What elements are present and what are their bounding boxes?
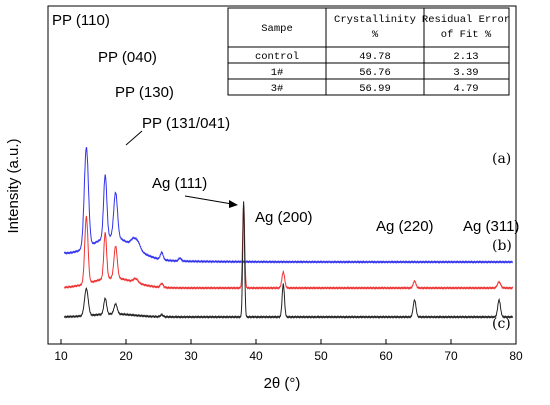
x-tick-label: 30	[184, 349, 198, 363]
table-cell: 49.78	[359, 51, 391, 63]
table-cell: 3#	[271, 83, 284, 95]
annotation-pp-131-041: PP (131/041)	[142, 115, 230, 132]
series-label-a: (a)	[492, 151, 511, 167]
annotation-ag-111: Ag (111)	[152, 175, 207, 192]
table-header-residual: Residual Error of Fit %	[422, 14, 510, 41]
table-cell: 56.99	[359, 83, 391, 95]
series-label-c: (c)	[492, 316, 511, 332]
annotation-ag-220: Ag (220)	[376, 218, 434, 235]
x-axis-ticks: 10 20 30 40 50 60 70 80	[54, 339, 523, 363]
table-border	[227, 7, 510, 96]
annotation-ag-200: Ag (200)	[255, 209, 313, 226]
x-tick-label: 70	[444, 349, 458, 363]
table-cell: 1#	[271, 67, 284, 79]
annotation-ag-111-arrow	[184, 195, 233, 205]
x-tick-label: 50	[314, 349, 328, 363]
x-tick-label: 80	[509, 349, 523, 363]
annotation-ag-111-arrowhead	[229, 200, 238, 208]
x-tick-label: 40	[249, 349, 263, 363]
x-tick-label: 10	[54, 349, 68, 363]
table-cell: 56.76	[359, 67, 391, 79]
series-layer	[63, 147, 514, 320]
x-tick-label: 20	[119, 349, 133, 363]
table-header-crystallinity: Crystallinity%	[334, 14, 416, 41]
annotation-ag-311: Ag (311)	[463, 218, 519, 235]
series-label-b: (b)	[492, 238, 512, 254]
annotation-pp-131-041-leader	[125, 130, 143, 146]
annotation-pp-040: PP (040)	[98, 49, 157, 66]
x-tick-label: 60	[379, 349, 393, 363]
series-line-c	[63, 201, 514, 320]
series-line-a	[63, 147, 513, 265]
plot-frame	[47, 5, 517, 345]
y-axis-title: Intensity (a.u.)	[5, 138, 22, 233]
table-cell: 2.13	[453, 51, 478, 63]
table-cell: 4.79	[453, 83, 478, 95]
annotation-pp-110: PP (110)	[52, 12, 110, 29]
table-cell: 3.39	[453, 67, 478, 79]
annotation-pp-130: PP (130)	[115, 84, 174, 101]
x-axis-title: 2θ (°)	[264, 375, 301, 392]
series-line-b	[63, 205, 514, 291]
table-cell: control	[255, 51, 299, 63]
table-header-sample: Sampe	[261, 23, 293, 35]
crystallinity-table: Sampe Crystallinity% Residual Error of Fi…	[227, 7, 510, 96]
